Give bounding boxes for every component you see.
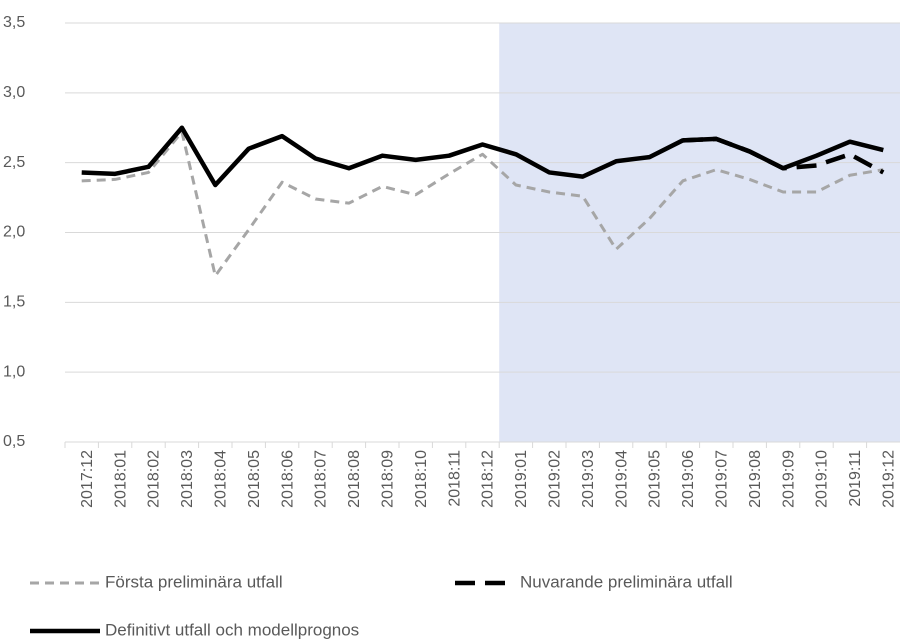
x-tick-label: 2018:05	[246, 450, 263, 508]
x-tick-label: 2019:07	[714, 450, 731, 508]
y-tick-label: 0,5	[3, 433, 25, 450]
y-tick-label: 3,0	[3, 84, 25, 101]
y-tick-label: 1,0	[3, 363, 25, 380]
x-tick-label: 2018:12	[480, 450, 497, 508]
x-tick-label: 2019:09	[780, 450, 797, 508]
x-tick-label: 2018:08	[346, 450, 363, 508]
series-line	[81, 125, 884, 188]
x-tick-label: 2019:11	[847, 450, 864, 507]
x-tick-label: 2019:01	[513, 450, 530, 508]
x-tick-label: 2018:06	[279, 450, 296, 508]
x-tick-label: 2018:07	[313, 450, 330, 508]
x-tick-label: 2019:04	[613, 450, 630, 508]
x-tick-label: 2019:12	[881, 450, 898, 508]
y-tick-label: 2,0	[3, 224, 25, 241]
y-tick-label: 2,5	[3, 154, 25, 171]
x-tick-label: 2019:08	[747, 450, 764, 508]
series-line	[81, 130, 884, 278]
legend-label: Definitivt utfall och modellprognos	[105, 620, 359, 639]
x-tick-label: 2017:12	[79, 450, 96, 508]
x-tick-label: 2018:09	[380, 450, 397, 508]
y-tick-label: 3,5	[3, 14, 25, 31]
x-tick-label: 2018:03	[179, 450, 196, 508]
x-tick-label: 2018:01	[112, 450, 129, 508]
x-tick-label: 2019:05	[647, 450, 664, 508]
x-tick-label: 2019:02	[547, 450, 564, 508]
x-tick-label: 2018:10	[413, 450, 430, 508]
x-tick-label: 2018:04	[213, 450, 230, 508]
x-tick-label: 2019:10	[814, 450, 831, 508]
x-tick-label: 2019:03	[580, 450, 597, 508]
y-tick-label: 1,5	[3, 294, 25, 311]
legend-label: Nuvarande preliminära utfall	[520, 572, 733, 591]
x-tick-label: 2018:11	[446, 450, 463, 507]
x-tick-label: 2019:06	[680, 450, 697, 508]
legend-label: Första preliminära utfall	[105, 572, 283, 591]
x-tick-label: 2018:02	[146, 450, 163, 508]
